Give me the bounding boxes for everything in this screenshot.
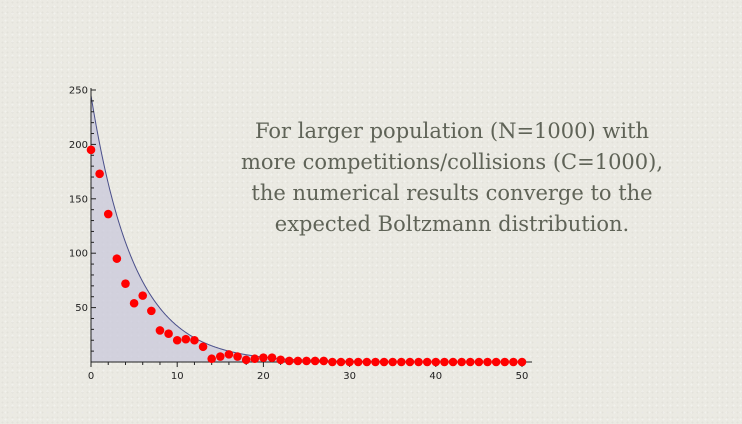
data-point [474,357,484,367]
data-point [216,352,225,361]
data-point [397,357,406,367]
data-point [190,335,199,345]
data-point [457,357,466,367]
data-point [328,357,337,367]
points-layer [86,145,527,367]
x-tick-label: 20 [257,371,270,382]
data-point [103,209,113,219]
data-point [181,334,191,344]
data-point [224,350,234,359]
data-point [362,357,372,367]
x-tick-label: 0 [88,371,94,382]
y-tick-label: 150 [69,194,88,205]
data-point [379,357,389,367]
data-point [491,357,501,367]
data-point [267,353,277,362]
data-point [405,357,415,367]
caption-line-3: the numerical results converge to the [251,181,653,205]
y-tick-label: 200 [69,140,88,151]
data-point [112,254,122,263]
data-point [431,357,441,367]
y-tick-label: 100 [69,249,88,260]
data-point [293,356,303,366]
data-point [155,326,165,335]
data-point [241,355,251,365]
data-point [319,356,329,366]
data-point [336,357,346,367]
data-point [138,291,148,300]
y-tick-label: 250 [69,86,88,97]
data-point [448,357,458,367]
data-point [465,357,475,367]
y-tick-label: 50 [75,303,88,314]
caption-line-1: For larger population (N=1000) with [254,119,650,143]
data-point [509,357,518,367]
data-point [259,353,268,362]
x-tick-label: 30 [343,371,356,382]
data-point [284,356,294,366]
data-point [414,357,423,367]
data-point [310,356,320,366]
data-point [388,357,398,367]
curve-area-fill [91,95,522,362]
data-point [121,279,130,288]
data-point [250,354,260,364]
caption-line-2: more competitions/collisions (C=1000), [240,150,664,174]
data-point [86,145,96,155]
data-point [164,329,173,339]
data-point [276,355,285,365]
data-point [500,357,510,367]
data-point [129,298,139,308]
data-point [198,342,208,352]
caption-line-4: expected Boltzmann distribution. [274,212,630,236]
x-tick-label: 40 [429,371,442,382]
data-point [233,352,242,361]
data-point [207,354,216,364]
data-point [483,357,492,367]
caption: For larger population (N=1000) with more… [222,116,682,240]
data-point [345,357,354,367]
data-point [440,357,449,367]
data-point [517,357,527,367]
data-point [353,357,363,367]
x-tick-label: 50 [516,371,529,382]
fill-layer [91,95,522,362]
data-point [147,306,156,316]
data-point [95,169,104,179]
data-point [302,356,311,366]
data-point [422,357,432,367]
x-tick-label: 10 [171,371,184,382]
data-point [172,335,182,345]
data-point [371,357,380,367]
